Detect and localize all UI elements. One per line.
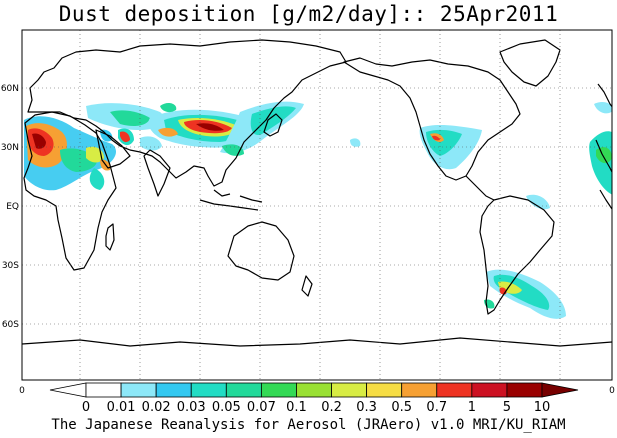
colorbar-box xyxy=(436,382,473,398)
colorbar-tick-label: 0.1 xyxy=(286,400,307,415)
colorbar-box xyxy=(85,382,122,398)
colorbar-box xyxy=(366,382,403,398)
dust-deposition-map: 60N 30N EQ 30S 60S 0 0 0 0.01 0.02 0.03 0.05… xyxy=(1,29,615,415)
colorbar-tick-label: 0.3 xyxy=(356,400,377,415)
lat-label-30s: 30S xyxy=(2,261,19,271)
map-title: Dust deposition [g/m2/day]:: 25Apr2011 xyxy=(58,2,559,26)
colorbar-tick-label: 0.2 xyxy=(321,400,342,415)
colorbar-arrow-low xyxy=(49,382,87,398)
colorbar-tick-label: 0.02 xyxy=(142,400,171,415)
lat-label-eq: EQ xyxy=(6,202,19,212)
lat-label-60s: 60S xyxy=(2,320,19,330)
colorbar-box xyxy=(401,382,438,398)
colorbar-box xyxy=(506,382,543,398)
lat-label-30n: 30N xyxy=(1,143,19,153)
colorbar-tick-label: 0.5 xyxy=(391,400,412,415)
colorbar-tick-label: 5 xyxy=(503,400,511,415)
colorbar-tick-label: 1 xyxy=(468,400,476,415)
colorbar-tick-label: 0.05 xyxy=(212,400,241,415)
colorbar-box xyxy=(471,382,508,398)
colorbar-box xyxy=(331,382,368,398)
colorbar-tick-label: 0.07 xyxy=(247,400,276,415)
lat-label-60n: 60N xyxy=(1,84,19,94)
colorbar: 0 0.01 0.02 0.03 0.05 0.07 0.1 0.2 0.3 0.5 0.7 1 5 10 xyxy=(49,382,579,415)
corner-label-right: 0 xyxy=(609,386,615,396)
graticule xyxy=(22,30,612,380)
colorbar-box xyxy=(225,382,262,398)
colorbar-tick-label: 0.03 xyxy=(177,400,206,415)
colorbar-box xyxy=(296,382,332,398)
colorbar-box xyxy=(155,382,192,398)
colorbar-tick-label: 0.7 xyxy=(426,400,447,415)
colorbar-arrow-high xyxy=(541,382,579,398)
colorbar-box xyxy=(190,382,227,398)
dust-field xyxy=(24,101,612,319)
colorbar-tick-label: 10 xyxy=(534,400,551,415)
footer-credit: The Japanese Reanalysis for Aerosol (JRA… xyxy=(51,417,566,433)
coastlines xyxy=(22,39,612,347)
corner-label-left: 0 xyxy=(19,386,25,396)
map-frame xyxy=(21,29,613,381)
colorbar-tick-label: 0 xyxy=(82,400,90,415)
colorbar-box xyxy=(260,382,297,398)
colorbar-tick-label: 0.01 xyxy=(107,400,136,415)
colorbar-box xyxy=(120,382,157,398)
